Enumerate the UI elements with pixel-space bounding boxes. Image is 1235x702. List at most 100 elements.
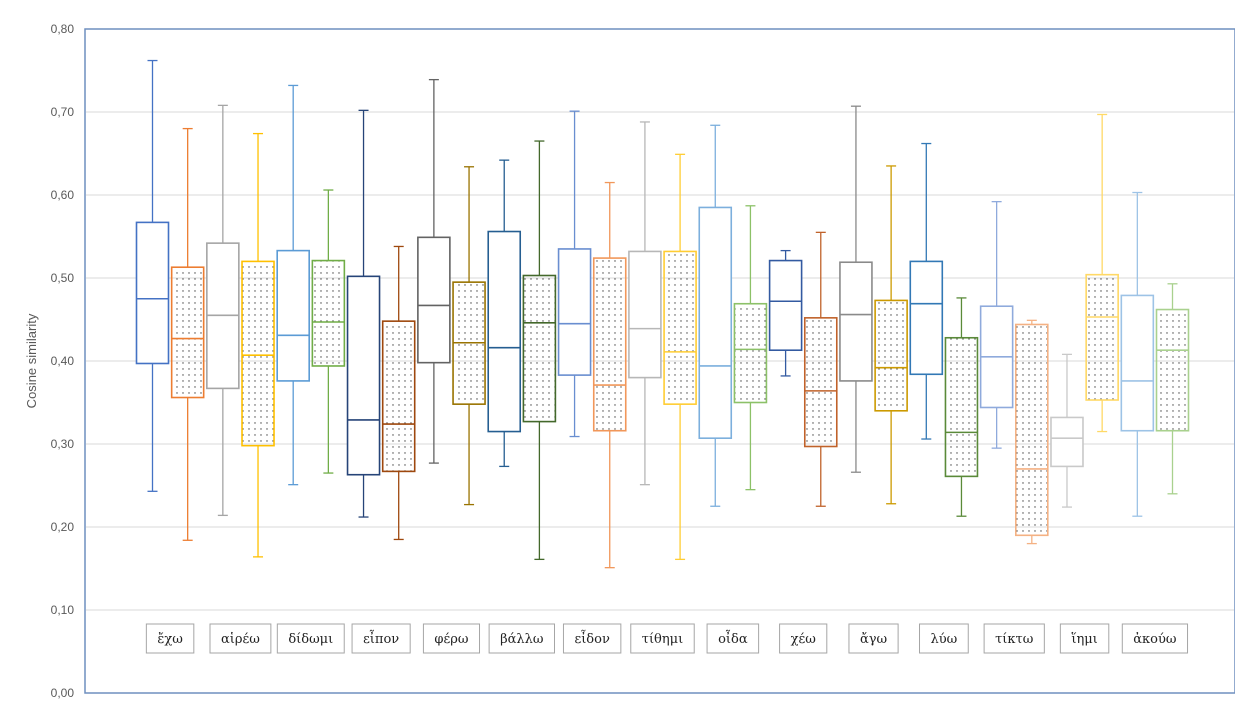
category-label-text: εἶδον (574, 630, 609, 647)
box-body (944, 336, 979, 478)
box-17 (698, 124, 733, 507)
category-label-box (779, 623, 828, 654)
box-body (1050, 416, 1084, 468)
category-label-text: χέω (791, 632, 816, 647)
y-tick-label: 0,40 (51, 354, 75, 368)
box-30 (1155, 283, 1190, 495)
box-3 (206, 104, 240, 517)
box-8 (381, 245, 416, 541)
box-body (839, 261, 873, 382)
box-9 (417, 78, 451, 464)
box-body (909, 260, 944, 376)
category-label-box (488, 623, 555, 654)
box-12 (522, 140, 557, 561)
box-26 (1015, 319, 1049, 545)
box-body (522, 274, 557, 423)
category-label: ἔχω (145, 623, 195, 654)
category-labels: ἔχω αἱρέω δίδωμι εἶπον φέρω βάλλω εἶδον τίθημι ο… (145, 623, 1189, 654)
box-body (803, 317, 838, 448)
category-label: αἱρέω (209, 623, 272, 654)
plot-area-border (84, 28, 1235, 694)
box-15 (628, 121, 662, 486)
y-tick-label: 0,60 (51, 188, 75, 202)
category-label: βάλλω (488, 623, 555, 654)
box-body (768, 259, 803, 352)
box-18 (733, 205, 768, 491)
category-label: φέρω (422, 623, 481, 654)
box-body (417, 236, 451, 364)
box-23 (909, 142, 944, 440)
box-25 (979, 200, 1014, 449)
category-label-box (919, 623, 969, 654)
category-label-text: ἵημι (1071, 631, 1097, 647)
box-2 (170, 127, 205, 541)
box-body (381, 320, 416, 473)
box-11 (487, 159, 522, 468)
y-tick-label: 0,70 (51, 105, 75, 119)
category-label-box (145, 623, 195, 654)
y-tick-label: 0,10 (51, 603, 75, 617)
box-29 (1120, 191, 1155, 517)
box-body (628, 250, 662, 379)
box-body (663, 250, 697, 405)
category-label-text: φέρω (434, 632, 468, 647)
category-label-text: τίθημι (642, 632, 683, 647)
box-body (592, 257, 627, 432)
box-13 (557, 110, 592, 438)
box-body (241, 260, 275, 447)
y-tick-label: 0,80 (51, 22, 75, 36)
box-body (1015, 323, 1049, 537)
category-label-box (983, 623, 1045, 654)
category-label-text: εἶπον (363, 630, 399, 647)
category-label-text: ἄγω (860, 632, 887, 647)
box-19 (768, 249, 803, 377)
box-4 (241, 132, 275, 558)
category-label-box (422, 623, 481, 654)
y-tick-label: 0,30 (51, 437, 75, 451)
y-tick-label: 0,20 (51, 520, 75, 534)
boxes (135, 59, 1190, 569)
box-5 (276, 84, 310, 486)
box-14 (592, 181, 627, 569)
box-21 (839, 105, 873, 473)
category-label: δίδωμι (276, 623, 345, 654)
category-label: χέω (779, 623, 828, 654)
category-label-text: τίκτω (995, 632, 1033, 647)
box-body (733, 302, 768, 404)
category-label-box (848, 623, 899, 654)
category-label: εἶπον (351, 623, 411, 654)
box-20 (803, 231, 838, 507)
box-body (311, 259, 346, 367)
box-body (1155, 308, 1190, 432)
category-label: τίκτω (983, 623, 1045, 654)
category-label: ἵημι (1059, 623, 1110, 654)
y-tick-label: 0,50 (51, 271, 75, 285)
box-28 (1085, 113, 1119, 433)
category-label-text: δίδωμι (288, 632, 333, 647)
category-label-box (706, 623, 760, 654)
category-label-box (562, 623, 622, 654)
box-1 (135, 59, 170, 492)
y-axis-ticks: 0,00 0,10 0,20 0,30 0,40 0,50 0,60 0,70 0,80 (51, 22, 75, 700)
box-body (346, 275, 381, 476)
category-label: τίθημι (630, 623, 695, 654)
category-label-text: λύω (931, 632, 958, 647)
category-label: ἄγω (848, 623, 899, 654)
box-24 (944, 297, 979, 517)
category-label: ἀκούω (1121, 623, 1189, 654)
box-6 (311, 189, 346, 474)
box-body (487, 230, 522, 433)
category-label-text: ἔχω (157, 632, 182, 647)
box-27 (1050, 353, 1084, 508)
box-body (135, 221, 170, 365)
box-22 (874, 165, 908, 505)
box-body (276, 249, 310, 382)
y-axis-label: Cosine similarity (24, 313, 39, 408)
category-label: οἶδα (706, 623, 760, 654)
category-label: εἶδον (562, 623, 622, 654)
box-7 (346, 109, 381, 518)
category-label-box (1059, 623, 1110, 654)
box-10 (452, 166, 486, 506)
category-label-text: ἀκούω (1133, 632, 1176, 647)
category-label-box (1121, 623, 1189, 654)
